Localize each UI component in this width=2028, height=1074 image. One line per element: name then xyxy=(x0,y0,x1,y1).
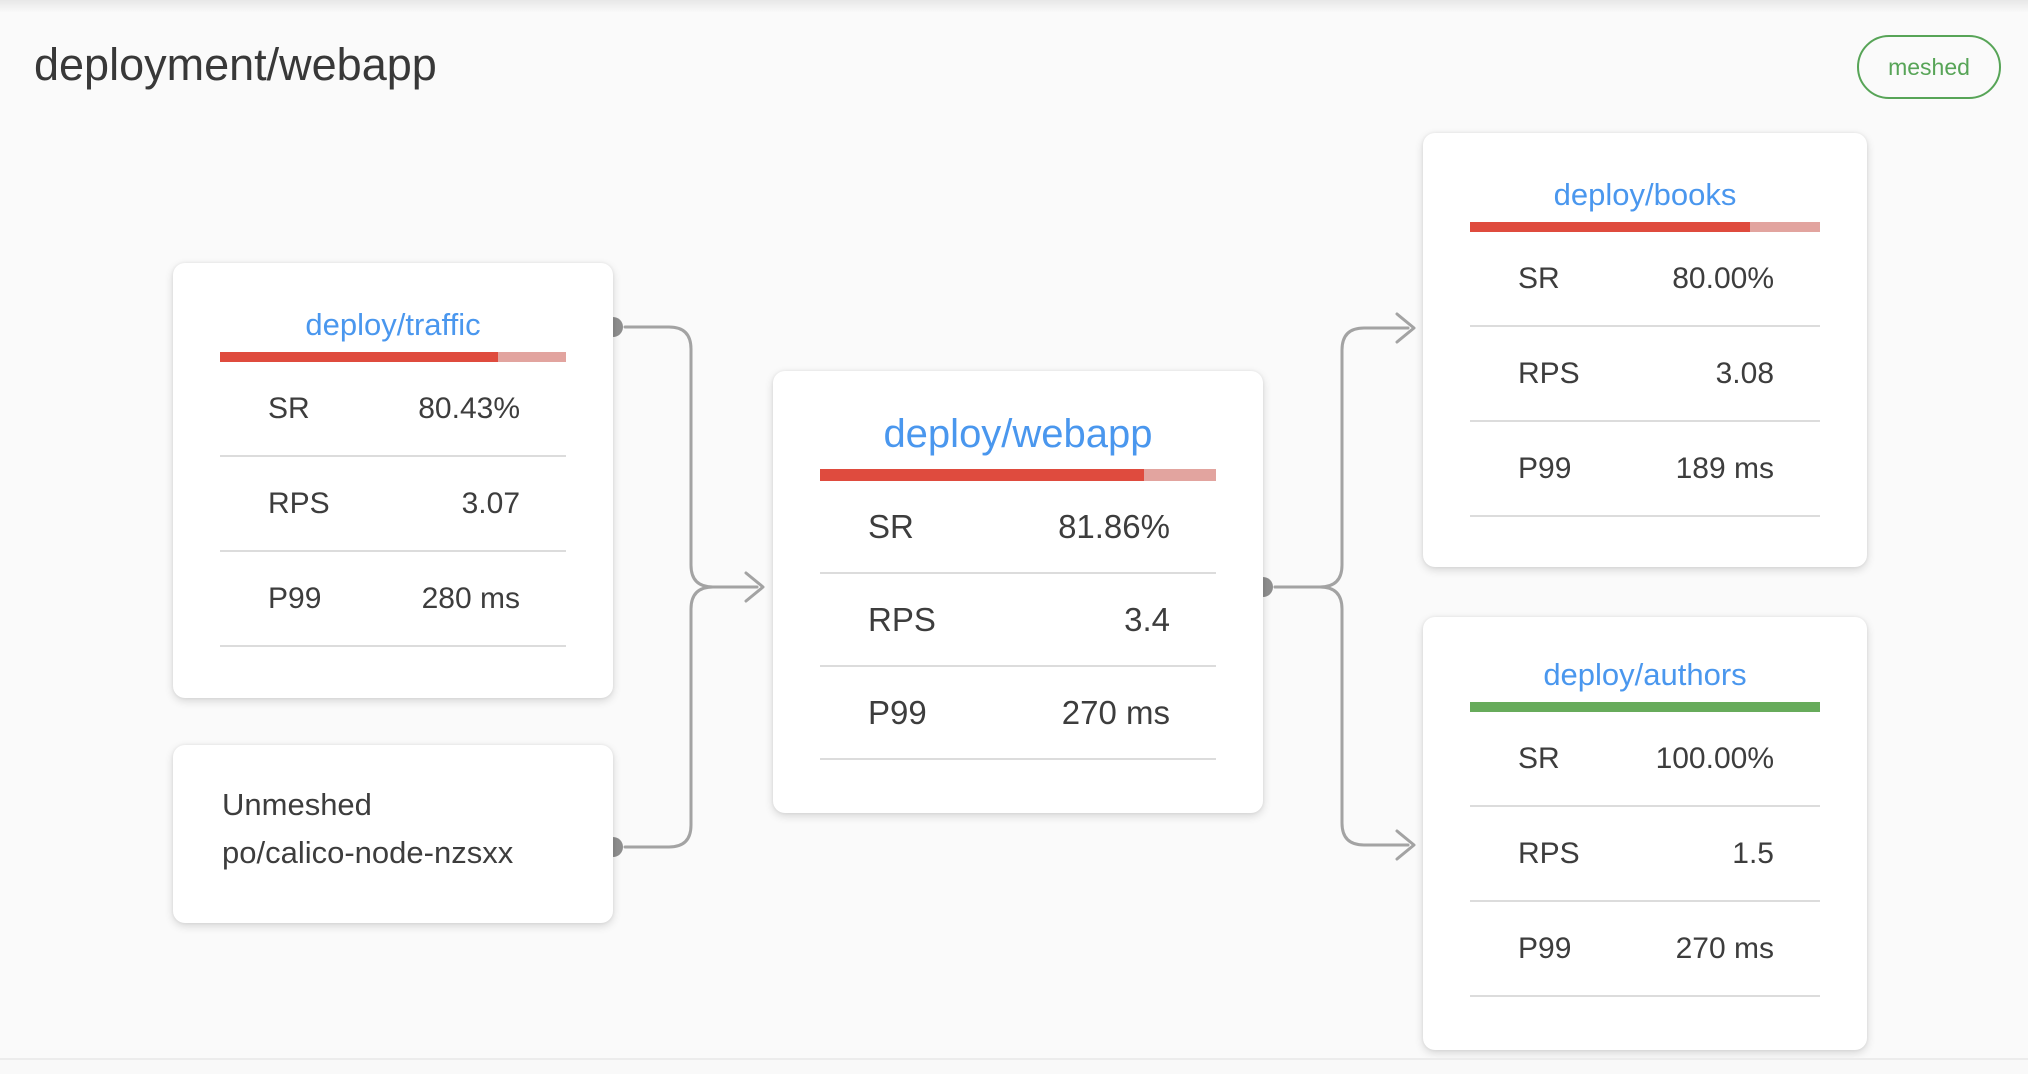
metric-label: RPS xyxy=(1518,836,1580,870)
metric-value: 80.43% xyxy=(418,391,520,425)
metric-row-p99: P99 270 ms xyxy=(1470,902,1820,997)
success-rate-bar xyxy=(1470,222,1820,232)
metric-row-p99: P99 280 ms xyxy=(220,552,566,647)
metric-value: 189 ms xyxy=(1675,451,1774,485)
metrics-table: SR 81.86% RPS 3.4 P99 270 ms xyxy=(820,481,1216,760)
metric-row-rps: RPS 3.07 xyxy=(220,457,566,552)
top-scroll-shadow xyxy=(0,0,2028,13)
metric-value: 3.07 xyxy=(461,486,520,520)
metric-value: 81.86% xyxy=(1058,507,1170,545)
edge-traffic-to-webapp xyxy=(623,325,759,589)
metric-label: RPS xyxy=(268,486,330,520)
metric-label: SR xyxy=(268,391,310,425)
node-card-traffic: deploy/traffic SR 80.43% RPS 3.07 P99 28… xyxy=(173,263,613,698)
metric-row-sr: SR 80.00% xyxy=(1470,232,1820,327)
arrowhead-into-books-icon xyxy=(1395,312,1416,344)
meshed-badge-label: meshed xyxy=(1888,53,1970,80)
node-link-traffic[interactable]: deploy/traffic xyxy=(305,307,481,342)
metrics-table: SR 100.00% RPS 1.5 P99 270 ms xyxy=(1470,712,1820,997)
metrics-table: SR 80.43% RPS 3.07 P99 280 ms xyxy=(220,362,566,647)
unmeshed-body: Unmeshed po/calico-node-nzsxx xyxy=(173,745,613,913)
metric-label: P99 xyxy=(1518,451,1572,485)
success-bar-fill xyxy=(1470,222,1750,232)
meshed-status-badge: meshed xyxy=(1857,35,2001,99)
node-link-webapp[interactable]: deploy/webapp xyxy=(883,412,1153,456)
metric-label: SR xyxy=(868,507,914,545)
metric-row-sr: SR 80.43% xyxy=(220,362,566,457)
success-bar-fill xyxy=(220,352,499,362)
metric-value: 3.4 xyxy=(1124,600,1170,638)
node-card-books: deploy/books SR 80.00% RPS 3.08 P99 189 … xyxy=(1423,133,1867,567)
edge-unmeshed-to-webapp xyxy=(623,585,715,849)
success-rate-bar xyxy=(1470,702,1820,712)
metric-row-rps: RPS 1.5 xyxy=(1470,807,1820,902)
node-card-authors-head: deploy/authors xyxy=(1423,617,1867,712)
arrowhead-into-webapp-icon xyxy=(744,571,765,603)
node-card-traffic-head: deploy/traffic xyxy=(173,263,613,362)
metric-label: P99 xyxy=(1518,931,1572,965)
node-card-webapp: deploy/webapp SR 81.86% RPS 3.4 P99 270 … xyxy=(773,371,1263,813)
metrics-table: SR 80.00% RPS 3.08 P99 189 ms xyxy=(1470,232,1820,517)
metric-row-p99: P99 270 ms xyxy=(820,667,1216,760)
metric-row-p99: P99 189 ms xyxy=(1470,422,1820,517)
edge-source-dot-traffic xyxy=(613,317,623,337)
metric-label: RPS xyxy=(868,600,936,638)
node-card-books-head: deploy/books xyxy=(1423,133,1867,232)
success-bar-fill xyxy=(820,469,1145,481)
metric-value: 3.08 xyxy=(1715,356,1774,390)
metric-value: 270 ms xyxy=(1675,931,1774,965)
node-card-webapp-head: deploy/webapp xyxy=(773,371,1263,481)
arrowhead-into-authors-icon xyxy=(1395,829,1416,861)
metric-row-rps: RPS 3.4 xyxy=(820,574,1216,667)
metric-label: SR xyxy=(1518,261,1560,295)
edge-source-dot-webapp xyxy=(1263,577,1273,597)
node-card-unmeshed: Unmeshed po/calico-node-nzsxx xyxy=(173,745,613,923)
metric-label: RPS xyxy=(1518,356,1580,390)
unmeshed-pod-name: po/calico-node-nzsxx xyxy=(222,835,514,870)
metric-row-sr: SR 81.86% xyxy=(820,481,1216,574)
metric-value: 270 ms xyxy=(1061,693,1170,731)
unmeshed-title: Unmeshed xyxy=(222,787,372,822)
metric-row-sr: SR 100.00% xyxy=(1470,712,1820,807)
page-bottom-edge xyxy=(0,1058,2028,1074)
metric-row-rps: RPS 3.08 xyxy=(1470,327,1820,422)
edge-webapp-to-books xyxy=(1273,326,1410,589)
success-rate-bar xyxy=(820,469,1216,481)
metric-label: P99 xyxy=(268,581,322,615)
node-card-authors: deploy/authors SR 100.00% RPS 1.5 P99 27… xyxy=(1423,617,1867,1050)
metric-value: 100.00% xyxy=(1655,741,1774,775)
metric-value: 1.5 xyxy=(1732,836,1774,870)
metric-value: 280 ms xyxy=(421,581,520,615)
node-link-authors[interactable]: deploy/authors xyxy=(1543,657,1747,692)
success-bar-fill xyxy=(1470,702,1820,712)
metric-label: SR xyxy=(1518,741,1560,775)
success-rate-bar xyxy=(220,352,566,362)
edge-source-dot-unmeshed xyxy=(613,837,623,857)
metric-value: 80.00% xyxy=(1672,261,1774,295)
page-title: deployment/webapp xyxy=(34,39,437,90)
metric-label: P99 xyxy=(868,693,927,731)
node-link-books[interactable]: deploy/books xyxy=(1553,177,1737,212)
edge-webapp-to-authors xyxy=(1273,585,1410,847)
